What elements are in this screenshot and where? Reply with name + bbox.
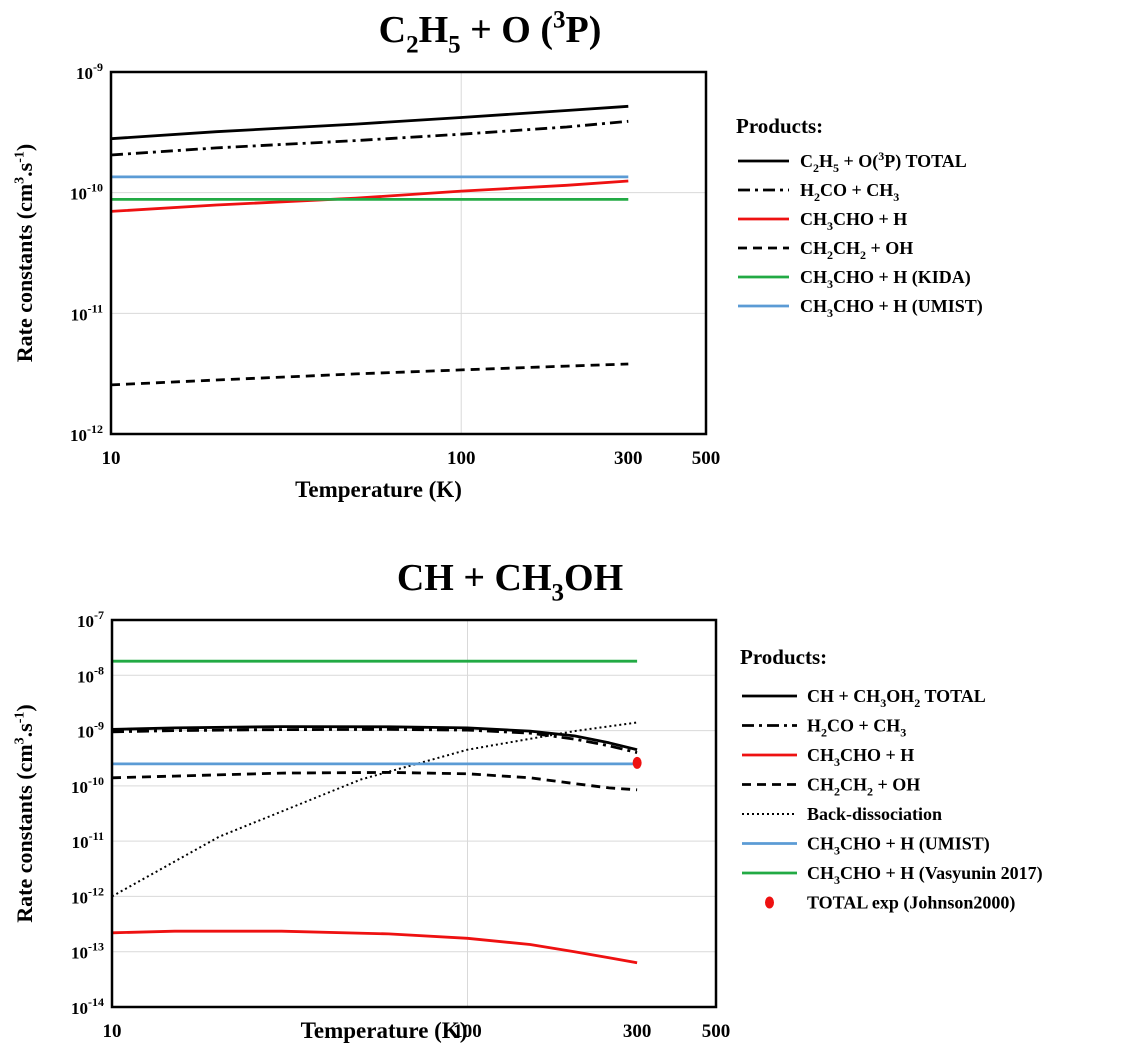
plot-frame <box>110 618 718 1009</box>
legend-title: Products: <box>740 645 827 669</box>
legend: Products: CH + CH3​OH2​ TOTAL H2​CO + CH3​… <box>740 645 1043 914</box>
legend: Products: C2​H5​ + O(3​P) TOTAL H2​CO + CH… <box>736 114 983 320</box>
x-tick-label: 300 <box>623 1021 652 1042</box>
chart-title: CH + CH3​OH <box>397 557 623 607</box>
x-tick-label: 10 <box>103 1021 122 1042</box>
legend-entry-label: TOTAL exp (Johnson2000) <box>807 893 1015 914</box>
series-line-3 <box>110 179 629 213</box>
series-line-2 <box>110 119 629 157</box>
y-tick-label: 10-10 <box>71 774 104 797</box>
series-line-2 <box>111 728 638 754</box>
y-tick-label: 10-8 <box>77 663 104 686</box>
series-line-4 <box>111 771 638 792</box>
series-line-5 <box>111 721 638 898</box>
series-line-4 <box>110 362 629 387</box>
x-tick-label: 500 <box>692 448 721 469</box>
y-tick-label: 10-12 <box>70 422 103 445</box>
y-tick-label: 10-13 <box>71 940 104 963</box>
data-point-8 <box>632 756 642 769</box>
chart-title: C2​H5​ + O (3​P) <box>379 7 602 59</box>
x-tick-label: 300 <box>614 448 643 469</box>
y-tick-label: 10-11 <box>72 829 104 852</box>
y-tick-label: 10-14 <box>71 995 104 1018</box>
legend-entry-label: CH3​CHO + H <box>807 745 914 769</box>
plot-frame <box>109 70 708 436</box>
y-tick-label: 10-10 <box>70 181 103 204</box>
legend-entry-label: CH3​CHO + H (UMIST) <box>807 834 990 858</box>
series-line-1 <box>110 104 629 141</box>
legend-swatch <box>765 896 774 909</box>
y-tick-label: 10-12 <box>71 884 104 907</box>
y-tick-label: 10-11 <box>71 301 103 324</box>
y-axis-label: Rate constants (cm3​.s-1​) <box>12 704 37 922</box>
x-tick-label: 10 <box>102 448 121 469</box>
x-tick-label: 100 <box>447 448 476 469</box>
legend-entry-label: C2​H5​ + O(3​P) TOTAL <box>800 149 967 175</box>
x-tick-label: 100 <box>453 1021 482 1042</box>
legend-entry-label: CH2​CH2​ + OH <box>807 775 920 799</box>
legend-entry-label: H2​CO + CH3​ <box>800 180 899 204</box>
y-tick-label: 10-7 <box>77 608 104 631</box>
y-tick-label: 10-9 <box>76 60 103 83</box>
x-tick-label: 500 <box>702 1021 731 1042</box>
y-axis-label: Rate constants (cm3​.s-1​) <box>12 144 37 362</box>
x-axis-label: Temperature (K) <box>295 477 462 502</box>
legend-entry-label: CH2​CH2​ + OH <box>800 238 913 262</box>
series-line-1 <box>111 725 638 752</box>
series-line-3 <box>111 929 638 965</box>
chart-1: C2​H5​ + O (3​P) 10-12 10-11 10-10 10-9 10 100… <box>12 7 983 502</box>
legend-title: Products: <box>736 114 823 138</box>
legend-entry-label: CH3​CHO + H (KIDA) <box>800 267 971 291</box>
legend-entry-label: CH3​CHO + H (UMIST) <box>800 296 983 320</box>
legend-entry-label: CH3​CHO + H (Vasyunin 2017) <box>807 863 1043 887</box>
legend-entry-label: Back-dissociation <box>807 804 942 824</box>
x-axis-label: Temperature (K) <box>301 1018 468 1043</box>
legend-entry-label: CH + CH3​OH2​ TOTAL <box>807 686 986 710</box>
y-tick-label: 10-9 <box>77 719 104 742</box>
legend-entry-label: CH3​CHO + H <box>800 209 907 233</box>
legend-entry-label: H2​CO + CH3​ <box>807 716 906 740</box>
chart-2: CH + CH3​OH 10-14 10-13 10-12 10-11 10-10 10-9… <box>12 557 1043 1043</box>
